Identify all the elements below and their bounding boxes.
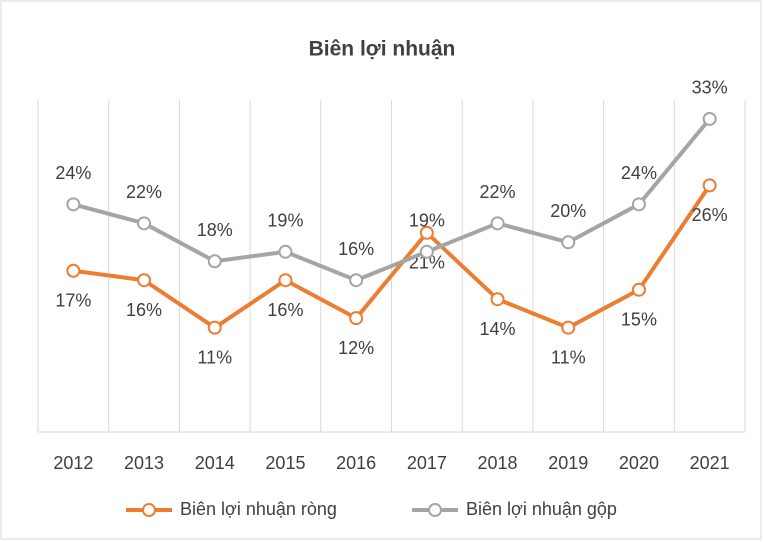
marker: [702, 178, 717, 193]
data-label: 11%: [551, 347, 586, 367]
data-label: 15%: [621, 309, 657, 329]
data-label: 16%: [338, 239, 374, 259]
marker: [137, 273, 152, 288]
marker: [278, 273, 293, 288]
data-label: 12%: [338, 338, 374, 358]
x-tick-label: 2015: [265, 453, 305, 473]
marker: [490, 216, 505, 231]
data-label: 14%: [480, 319, 516, 339]
marker: [66, 197, 81, 212]
legend-label: Biên lợi nhuận gộp: [466, 499, 617, 519]
x-tick-label: 2012: [53, 453, 93, 473]
data-label: 16%: [267, 300, 303, 320]
legend-marker: [428, 503, 442, 517]
data-label: 24%: [621, 163, 657, 183]
legend-label: Biên lợi nhuận ròng: [180, 499, 337, 519]
marker: [702, 111, 717, 126]
marker: [349, 311, 364, 326]
data-label: 11%: [197, 347, 232, 367]
data-label: 22%: [480, 182, 516, 202]
data-label: 19%: [409, 211, 445, 231]
data-label: 24%: [55, 163, 91, 183]
data-label: 16%: [126, 300, 162, 320]
data-label: 19%: [267, 211, 303, 231]
x-tick-label: 2013: [124, 453, 164, 473]
x-tick-label: 2014: [195, 453, 235, 473]
x-tick-label: 2016: [336, 453, 376, 473]
marker: [66, 263, 81, 278]
marker: [349, 273, 364, 288]
marker: [631, 197, 646, 212]
marker: [137, 216, 152, 231]
data-label: 20%: [550, 201, 586, 221]
series-line: [73, 184, 712, 330]
chart-title: Biên lợi nhuận: [309, 38, 456, 61]
marker: [561, 320, 576, 335]
data-label: 22%: [126, 182, 162, 202]
marker: [419, 225, 434, 240]
marker: [207, 320, 222, 335]
x-tick-label: 2018: [478, 453, 518, 473]
data-label: 18%: [197, 220, 233, 240]
data-label: 26%: [692, 205, 728, 225]
marker: [207, 254, 222, 269]
marker: [490, 292, 505, 307]
x-tick-label: 2017: [407, 453, 447, 473]
marker: [631, 282, 646, 297]
data-label: 17%: [55, 290, 91, 310]
series-line: [72, 117, 712, 283]
x-tick-label: 2020: [619, 453, 659, 473]
data-label: 33%: [692, 78, 728, 98]
marker: [278, 244, 293, 259]
marker: [419, 244, 434, 259]
marker: [561, 235, 576, 250]
x-tick-label: 2019: [548, 453, 588, 473]
x-tick-label: 2021: [690, 453, 730, 473]
legend-marker: [142, 503, 156, 517]
